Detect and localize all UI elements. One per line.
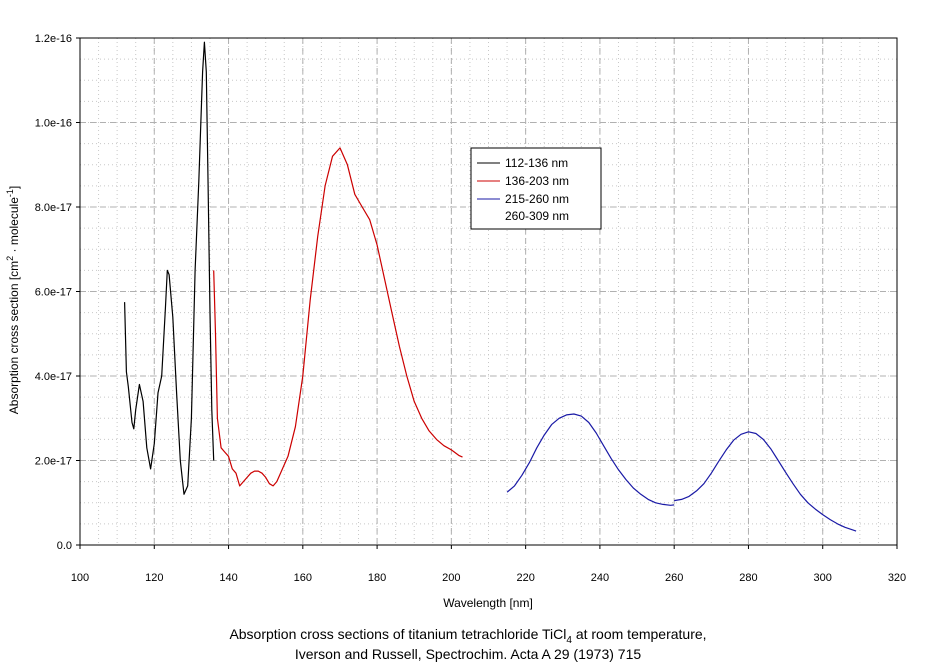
- series-line-260-309-nm: [674, 431, 857, 532]
- y-tick-label: 8.0e-17: [35, 202, 72, 214]
- x-tick-label: 220: [516, 572, 534, 584]
- y-tick-label: 6.0e-17: [35, 287, 72, 299]
- x-tick-label: 320: [888, 572, 906, 584]
- absorption-chart: 100 120 140 160 180 200 220 240 260 280 300 320 0.0 2…: [5, 33, 906, 610]
- x-axis-title: Wavelength [nm]: [443, 596, 533, 610]
- caption-line-2: Iverson and Russell, Spectrochim. Acta A…: [294, 646, 642, 662]
- legend-label-136-203: 136-203 nm: [505, 174, 569, 188]
- grid: [79, 37, 898, 546]
- legend-box: [470, 147, 602, 230]
- y-axis-title: Absorption cross section [cm2 · molecule…: [5, 186, 21, 414]
- x-tick-label: 200: [442, 572, 460, 584]
- legend-label-215-260: 215-260 nm: [505, 192, 569, 206]
- series-line-136-203-nm: [213, 147, 463, 487]
- x-tick-label: 300: [814, 572, 832, 584]
- series-layer: [124, 41, 857, 532]
- legend-label-112-136: 112-136 nm: [505, 156, 568, 170]
- series-line-112-136-nm: [124, 41, 215, 495]
- x-tick-label: 120: [145, 572, 163, 584]
- y-tick-label: 1.2e-16: [35, 33, 72, 45]
- x-tick-label: 160: [294, 572, 312, 584]
- legend-label-260-309: 260-309 nm: [505, 209, 569, 223]
- x-tick-label: 260: [665, 572, 683, 584]
- y-tick-label: 1.0e-16: [35, 118, 72, 130]
- series-line-215-260-nm: [506, 413, 675, 506]
- x-tick-label: 240: [591, 572, 609, 584]
- x-tick-label: 100: [71, 572, 89, 584]
- x-tick-label: 280: [739, 572, 757, 584]
- y-tick-label: 0.0: [57, 540, 72, 552]
- x-tick-label: 140: [219, 572, 237, 584]
- y-tick-label: 2.0e-17: [35, 456, 72, 468]
- y-tick-label: 4.0e-17: [35, 371, 72, 383]
- tick-layer: 100 120 140 160 180 200 220 240 260 280 300 320 0.0 2…: [35, 33, 906, 584]
- caption-line-1: Absorption cross sections of titanium te…: [229, 626, 707, 646]
- x-tick-label: 180: [368, 572, 386, 584]
- legend: 112-136 nm 136-203 nm 215-260 nm 260-309…: [470, 147, 602, 230]
